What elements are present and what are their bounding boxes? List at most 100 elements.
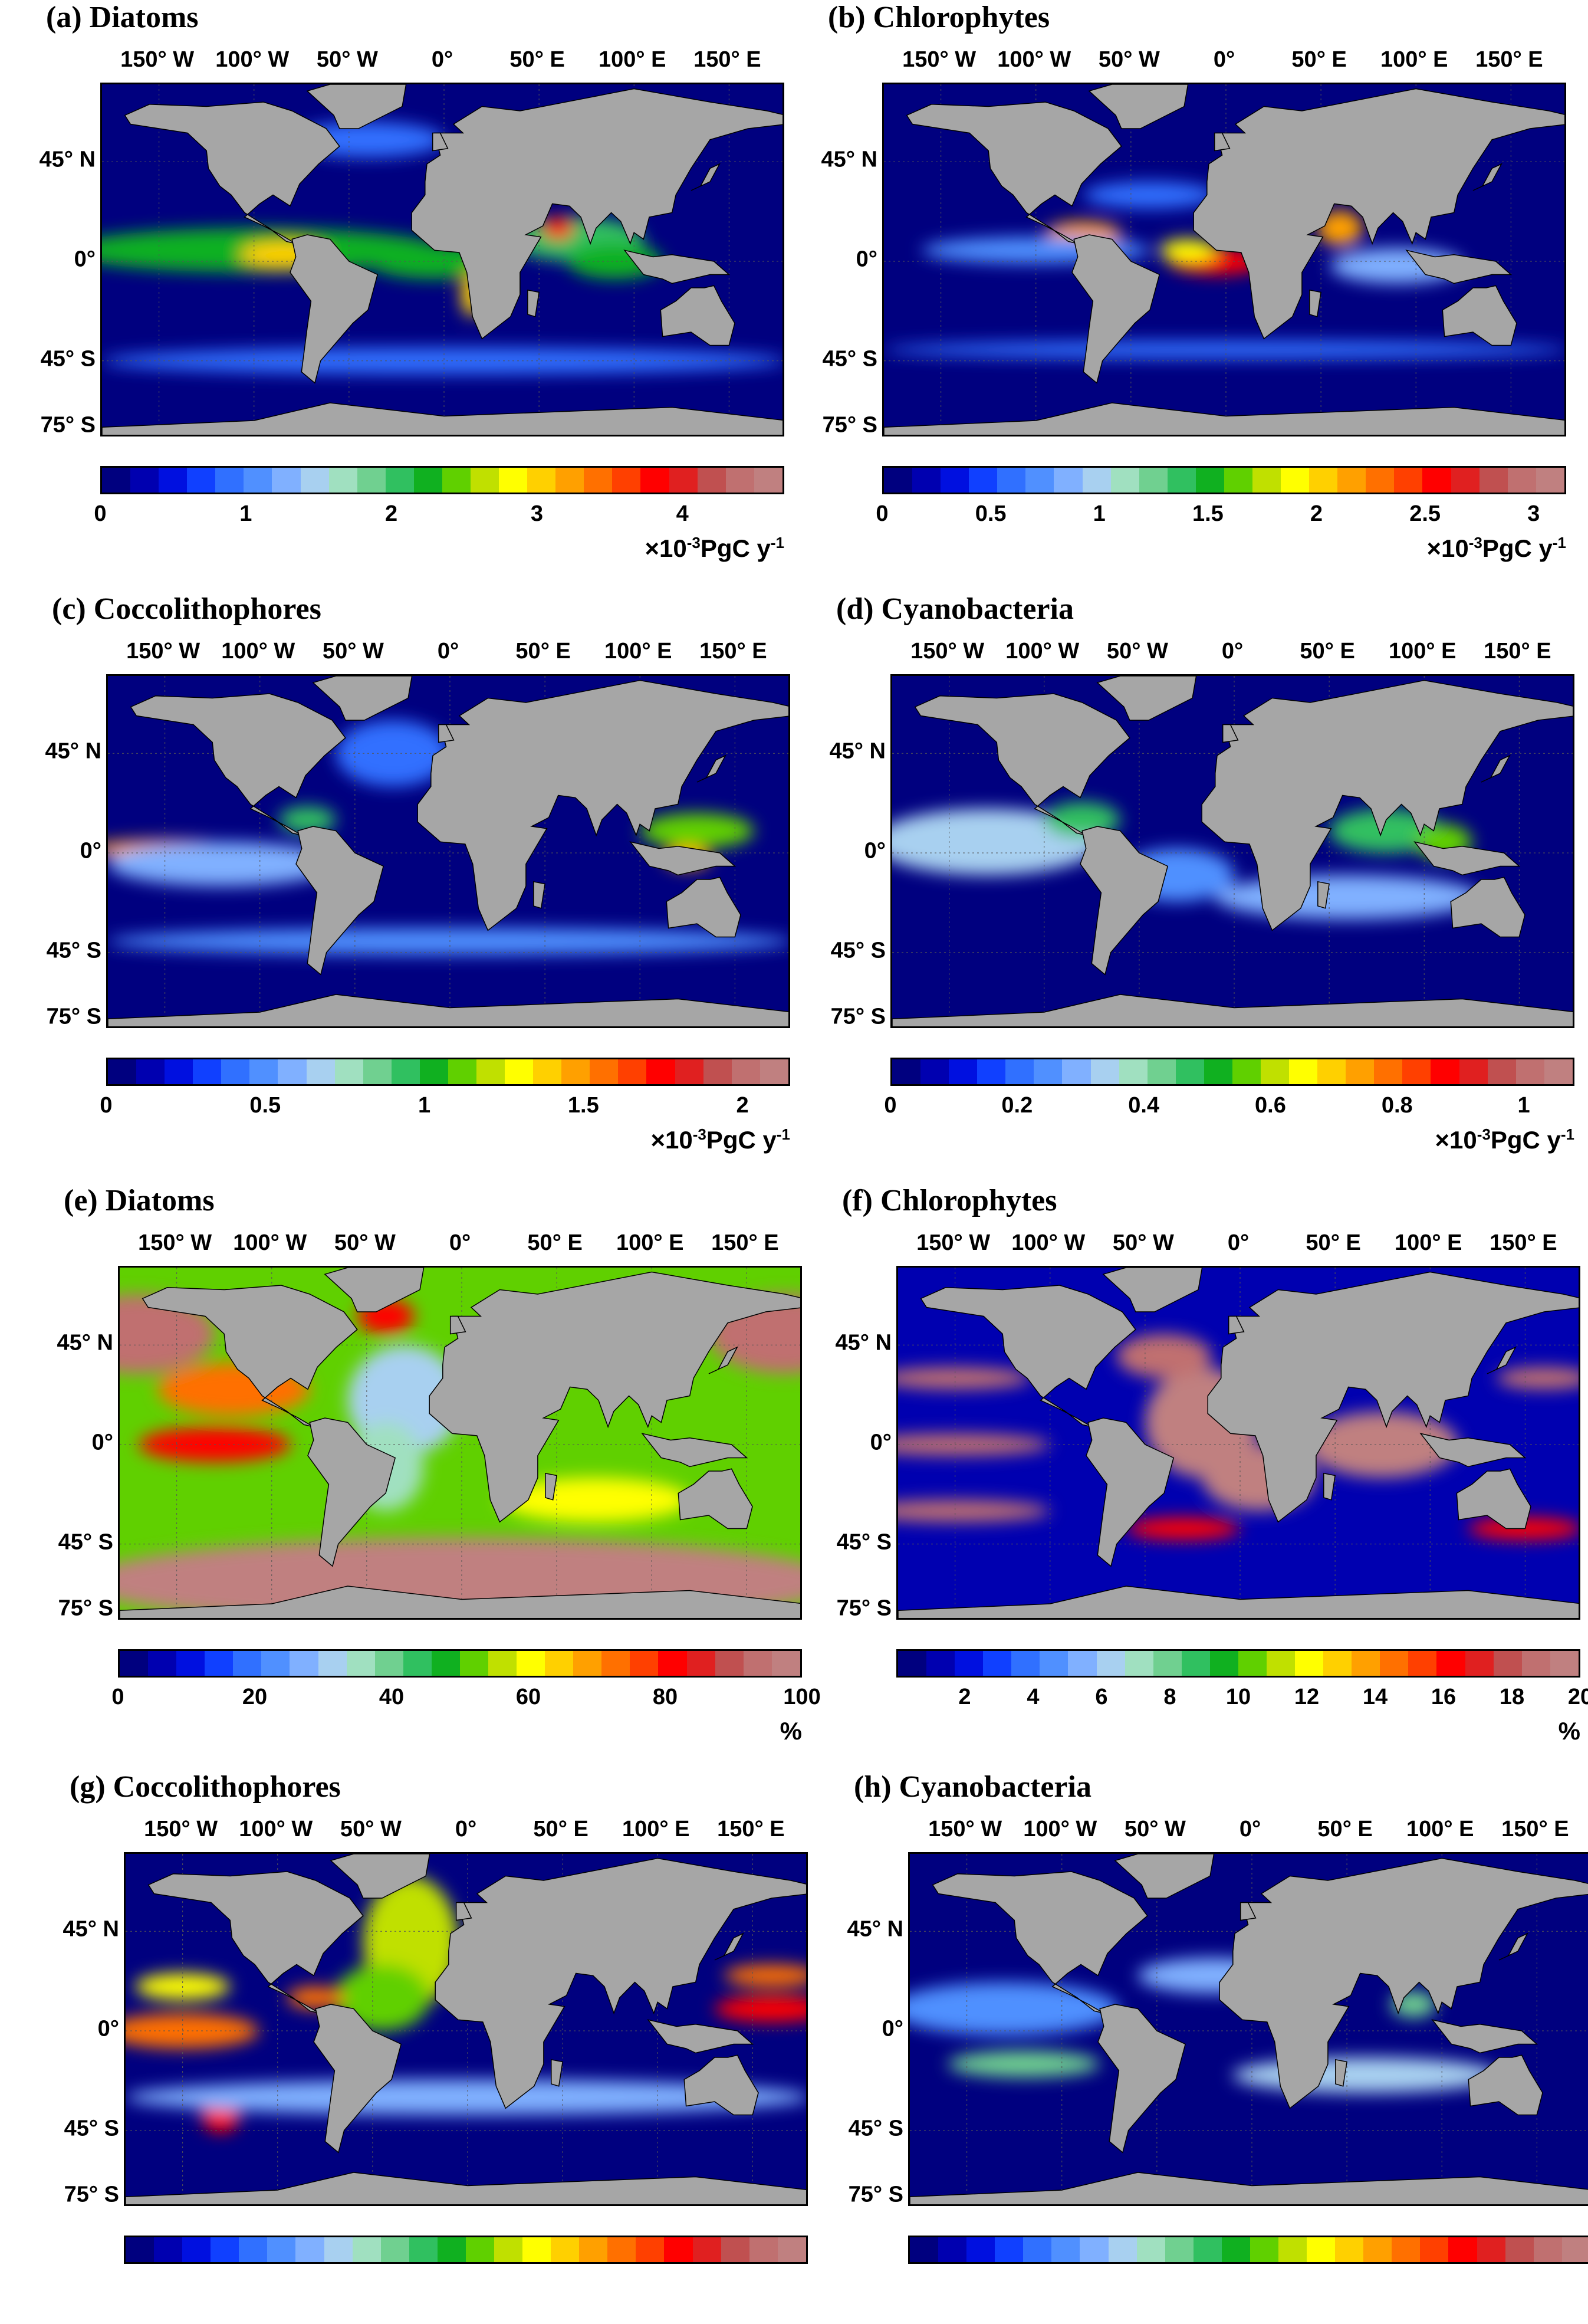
map-panel: (b) Chlorophytes 150° W 100° W 50° W 0° 50° E… [821,0,1588,562]
colorbar-segment [926,1651,955,1676]
longitude-label: 100° E [1406,1817,1474,1842]
latitude-label: 75° S [40,412,96,438]
longitude-label: 100° E [604,639,672,664]
latitude-label: 45° N [821,147,877,172]
colorbar-segment [1337,468,1366,493]
landmass [678,1468,753,1529]
colorbar-segment [997,468,1026,493]
latitude-label: 0° [856,247,877,272]
map-panel: (h) Cyanobacteria 150° W 100° W 50° W 0° 50° … [847,1770,1588,2324]
colorbar-segment [1335,2237,1364,2262]
landmass [126,2172,806,2204]
colorbar-segment [1317,1059,1346,1084]
landmass [306,84,407,129]
colorbar-segment [1374,1059,1403,1084]
colorbar-segment [1295,1651,1324,1676]
field-patch [1126,1517,1240,1540]
colorbar-segment [601,1651,630,1676]
longitude-label: 100° W [215,47,290,72]
colorbar-tick-label: 2 [1310,501,1323,526]
longitude-label: 50° W [1098,47,1160,72]
colorbar-segment [471,468,499,493]
colorbar-segment [715,1651,744,1676]
colorbar-tick-label: 2 [736,1093,749,1118]
colorbar-segment [318,1651,347,1676]
colorbar-segment [1195,468,1224,493]
colorbar-segment [1323,1651,1352,1676]
landmass [884,402,1564,435]
field-patch [1317,210,1363,246]
colorbar-segment [1139,468,1168,493]
latitude-label: 45° N [847,1916,903,1942]
panel-title: (d) Cyanobacteria [836,592,1074,626]
longitude-label: 50° E [1300,639,1355,664]
colorbar-ticks: 0 20 40 60 80 100 [111,1685,820,1714]
colorbar-segment [910,2237,939,2262]
colorbar-segment [969,468,998,493]
colorbar-segment [1108,2237,1137,2262]
panel-title: (b) Chlorophytes [828,1,1050,34]
colorbar-tick-label: 4 [1027,1685,1040,1709]
colorbar-segment [1550,1651,1579,1676]
colorbar-segment [1153,1651,1182,1676]
colorbar-segment [949,1059,978,1084]
colorbar-segment [771,1651,800,1676]
colorbar-segment [1420,2237,1449,2262]
colorbar-tick-label: 6 [1095,1685,1108,1709]
colorbar-segment [211,2237,239,2262]
landmass [1335,2059,1347,2087]
colorbar-segment [1062,1059,1091,1084]
colorbar-segment [517,1651,545,1676]
colorbar-segment [590,1059,619,1084]
colorbar-segment [612,468,641,493]
landmass [683,2054,759,2116]
colorbar-tick-label: 40 [379,1685,405,1709]
landmass [142,1285,358,1427]
longitude-label: 150° E [1490,1230,1557,1255]
colorbar-tick-label: 1 [1093,501,1106,526]
longitude-label: 50° E [1306,1230,1361,1255]
map-panel: (e) Diatoms 150° W 100° W 50° W 0° 50° E 100° … [57,1183,826,1745]
landmass [1193,88,1564,340]
colorbar-segment [1051,2237,1080,2262]
field-patch [714,1995,806,2022]
latitude-label: 75° S [836,1596,892,1621]
field-patch [640,813,754,849]
colorbar-ticks: 2 4 6 8 10 12 14 16 18 20 [896,1685,1588,1714]
longitude-label: 150° E [699,639,767,664]
landmass [1201,680,1573,931]
latitude-label: 45° S [836,1529,892,1555]
landmass [533,881,545,909]
landmass [1097,2004,1186,2154]
map-plot [124,1852,808,2206]
colorbar-segment [1493,1651,1522,1676]
colorbar-segment [1110,468,1139,493]
landmass [910,2172,1588,2204]
longitude-label: 100° W [1011,1230,1086,1255]
colorbar-segment [1034,1059,1063,1084]
landmass [1472,163,1502,191]
landmass [666,877,741,938]
longitude-label: 150° E [717,1817,785,1842]
colorbar-segment [148,1651,177,1676]
map-panel: (d) Cyanobacteria 150° W 100° W 50° W 0° 50° … [830,592,1588,1154]
longitude-label: 150° E [711,1230,779,1255]
colorbar-tick-label: 0 [884,1093,897,1118]
colorbar-tick-label: 0 [111,1685,124,1709]
colorbar-ticks: 0 0.5 1 1.5 2 2.5 3 [876,501,1566,531]
colorbar-segment [884,468,913,493]
longitude-label: 50° W [1112,1230,1174,1255]
colorbar-segment [977,1059,1006,1084]
colorbar-segment [1040,1651,1068,1676]
colorbar-segment [413,468,442,493]
colorbar-segment [1380,1651,1409,1676]
field-patch [724,1964,806,1987]
field-patch [126,2079,806,2115]
latitude-labels: 45° N 0° 45° S 75° S [63,1852,124,2207]
colorbar-segment [983,1651,1012,1676]
colorbar-unit: % [1558,1717,1580,1745]
colorbar-segment [1536,468,1564,493]
longitude-label: 50° W [316,47,378,72]
map-plot [100,83,784,436]
landmass [1487,1346,1517,1374]
